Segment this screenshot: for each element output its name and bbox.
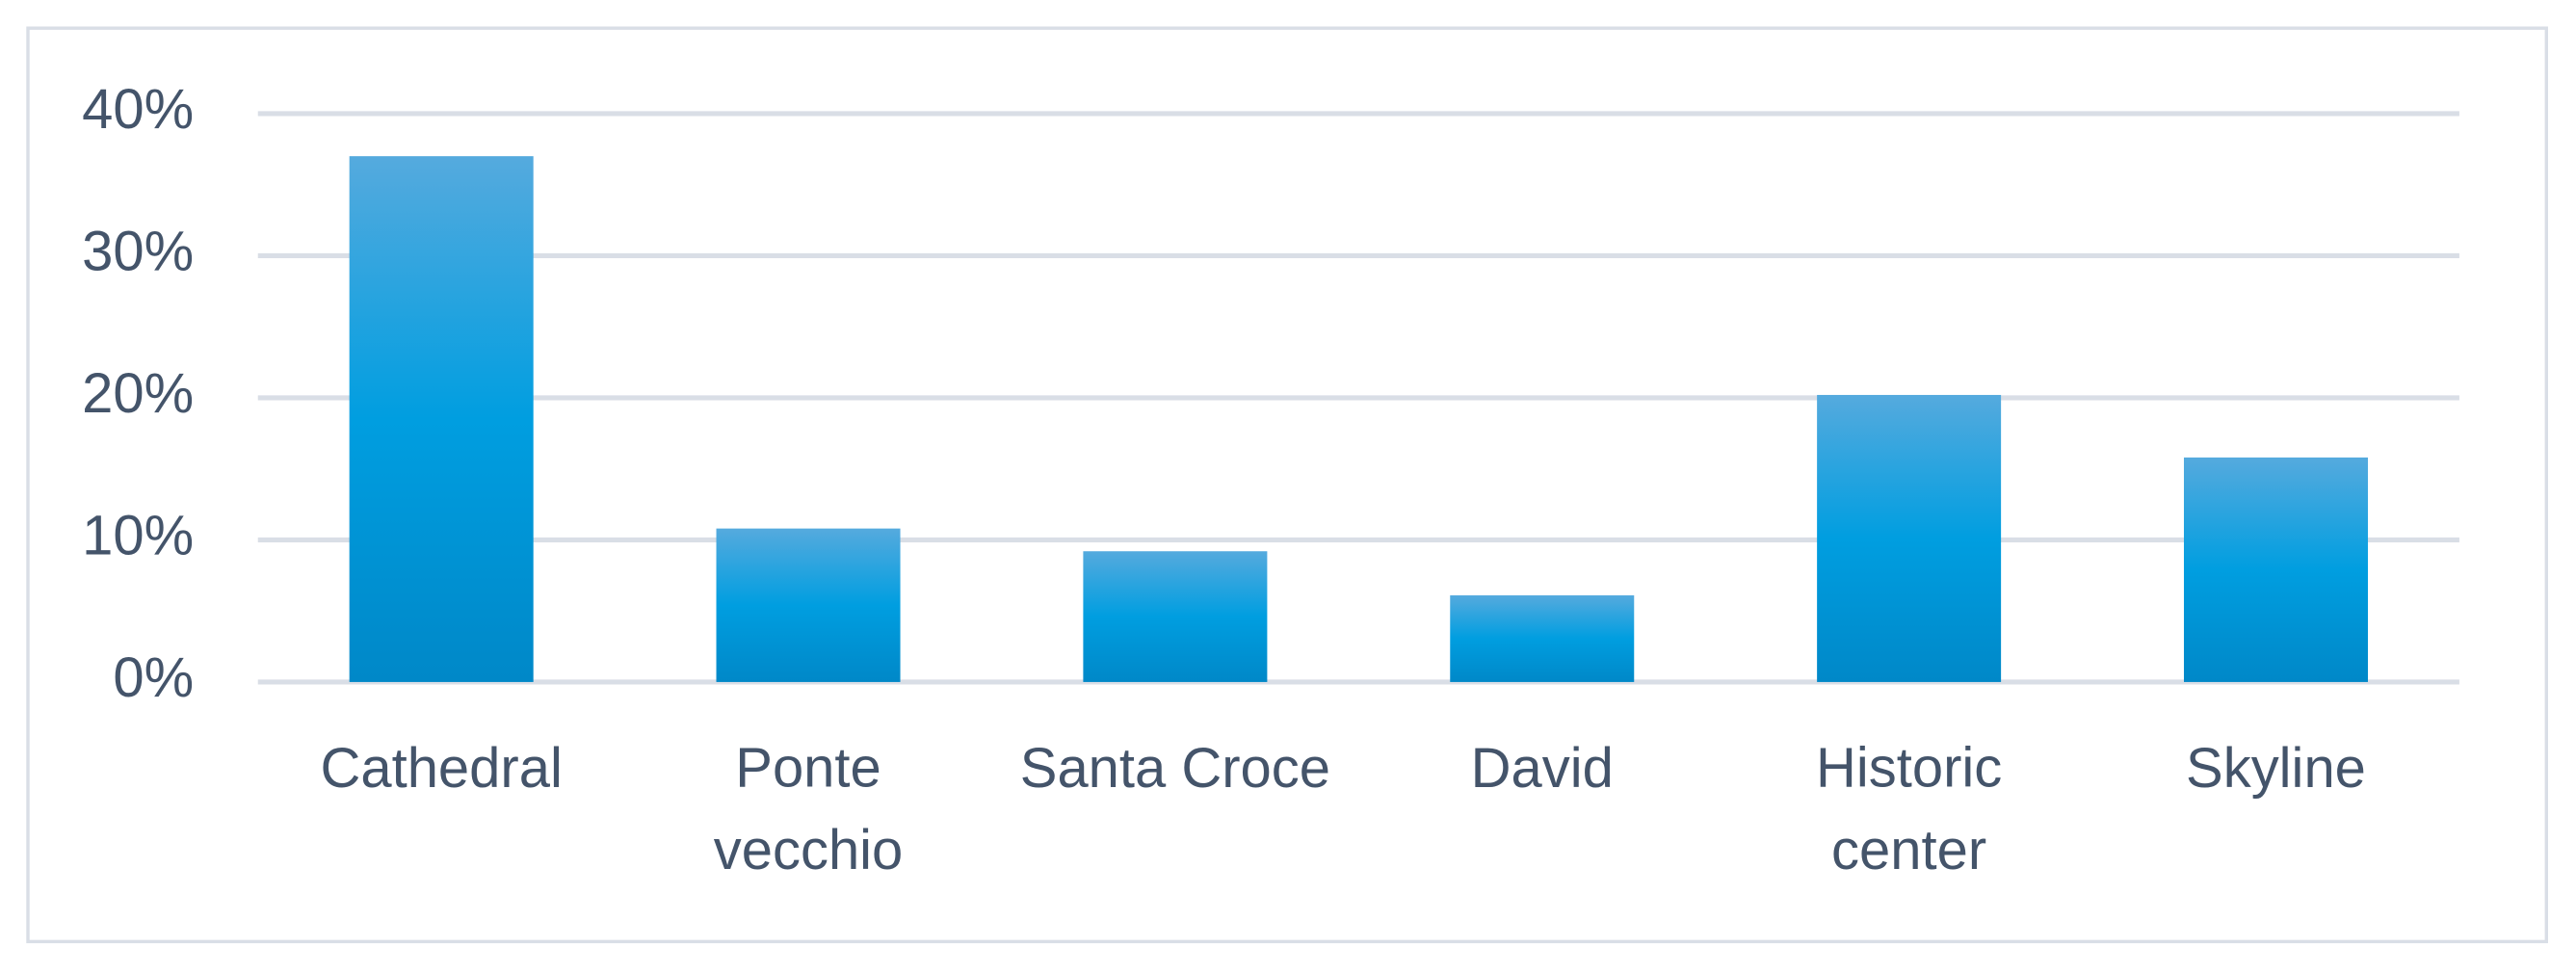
y-tick-label: 20% bbox=[82, 363, 194, 425]
bar bbox=[1450, 594, 1635, 682]
y-tick-label: 40% bbox=[82, 79, 194, 141]
x-tick-label: Ponte vecchio bbox=[714, 738, 904, 881]
y-tick-label: 10% bbox=[82, 506, 194, 567]
x-tick-label: David bbox=[1471, 738, 1614, 800]
bar bbox=[349, 156, 534, 682]
x-tick-label: Historic center bbox=[1816, 738, 2002, 881]
bar bbox=[716, 528, 901, 682]
x-tick-label: Santa Croce bbox=[1020, 738, 1330, 800]
x-tick-label: Cathedral bbox=[320, 738, 562, 800]
bar bbox=[1817, 394, 2002, 682]
y-tick-label: 30% bbox=[82, 222, 194, 283]
bar bbox=[2183, 457, 2368, 682]
bar bbox=[1083, 551, 1268, 682]
y-tick-label: 0% bbox=[113, 647, 194, 709]
x-tick-label: Skyline bbox=[2186, 738, 2366, 800]
